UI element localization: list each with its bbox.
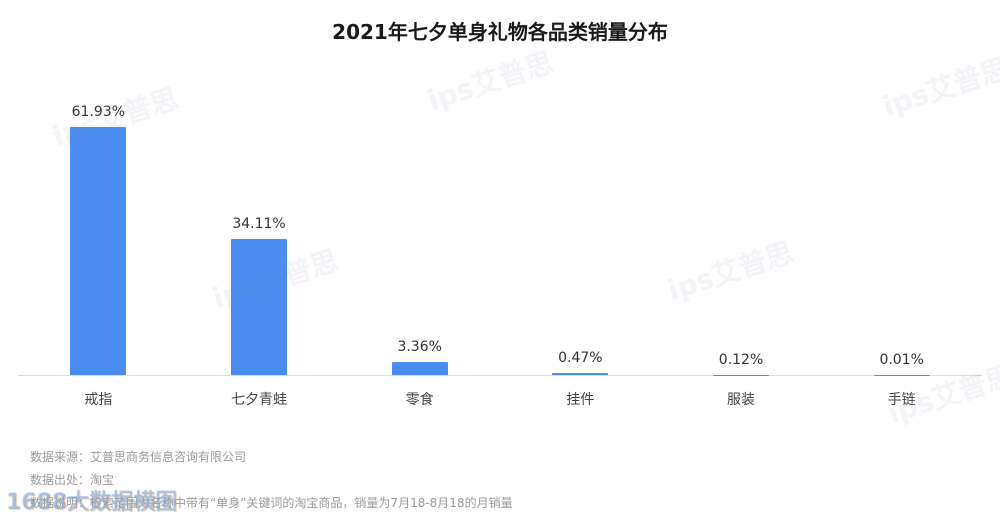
bar-group: 3.36% [339,103,500,375]
bar [391,361,448,375]
category-label: 挂件 [566,392,595,408]
x-axis-line [18,375,982,376]
bar [231,238,287,375]
bar [873,374,930,375]
category-label: 戒指 [84,392,113,408]
category-label: 零食 [405,392,434,408]
bar [70,127,127,375]
bar-value-label: 0.12% [718,351,764,368]
bar [552,373,609,375]
bar-chart: 61.93% 34.11% 3.36% 0.47% 0.12% 0.01% 戒指 七夕青蛙 零… [18,103,982,412]
bar-value-label: 0.01% [879,351,924,368]
category-axis: 戒指 七夕青蛙 零食 挂件 服装 手链 [18,376,982,412]
bar-group: 0.47% [500,103,661,375]
plot-area: 61.93% 34.11% 3.36% 0.47% 0.12% 0.01% [18,103,982,375]
footer-notes: 数据来源：艾普思商务信息咨询有限公司 数据出处：淘宝 数据说明：检索范围为名称中… [30,446,513,515]
data-origin-note: 数据出处：淘宝 [30,473,115,487]
data-source-note: 数据来源：艾普思商务信息咨询有限公司 [30,450,247,464]
bar-group: 61.93% [18,103,179,375]
bar-group: 34.11% [179,103,340,375]
bar-value-label: 3.36% [397,338,442,355]
category-label: 服装 [727,392,756,408]
chart-title: 2021年七夕单身礼物各品类销量分布 [332,20,668,44]
bar [713,374,770,375]
bar-group: 0.12% [661,103,822,375]
bar-group: 0.01% [821,103,982,375]
category-label: 手链 [887,392,916,408]
data-description-note: 数据说明：检索范围为名称中带有“单身”关键词的淘宝商品，销量为7月18-8月18… [30,496,513,510]
bar-value-label: 61.93% [71,104,126,121]
bar-value-label: 0.47% [558,350,603,367]
category-label: 七夕青蛙 [231,392,287,408]
bar-value-label: 34.11% [232,215,286,232]
